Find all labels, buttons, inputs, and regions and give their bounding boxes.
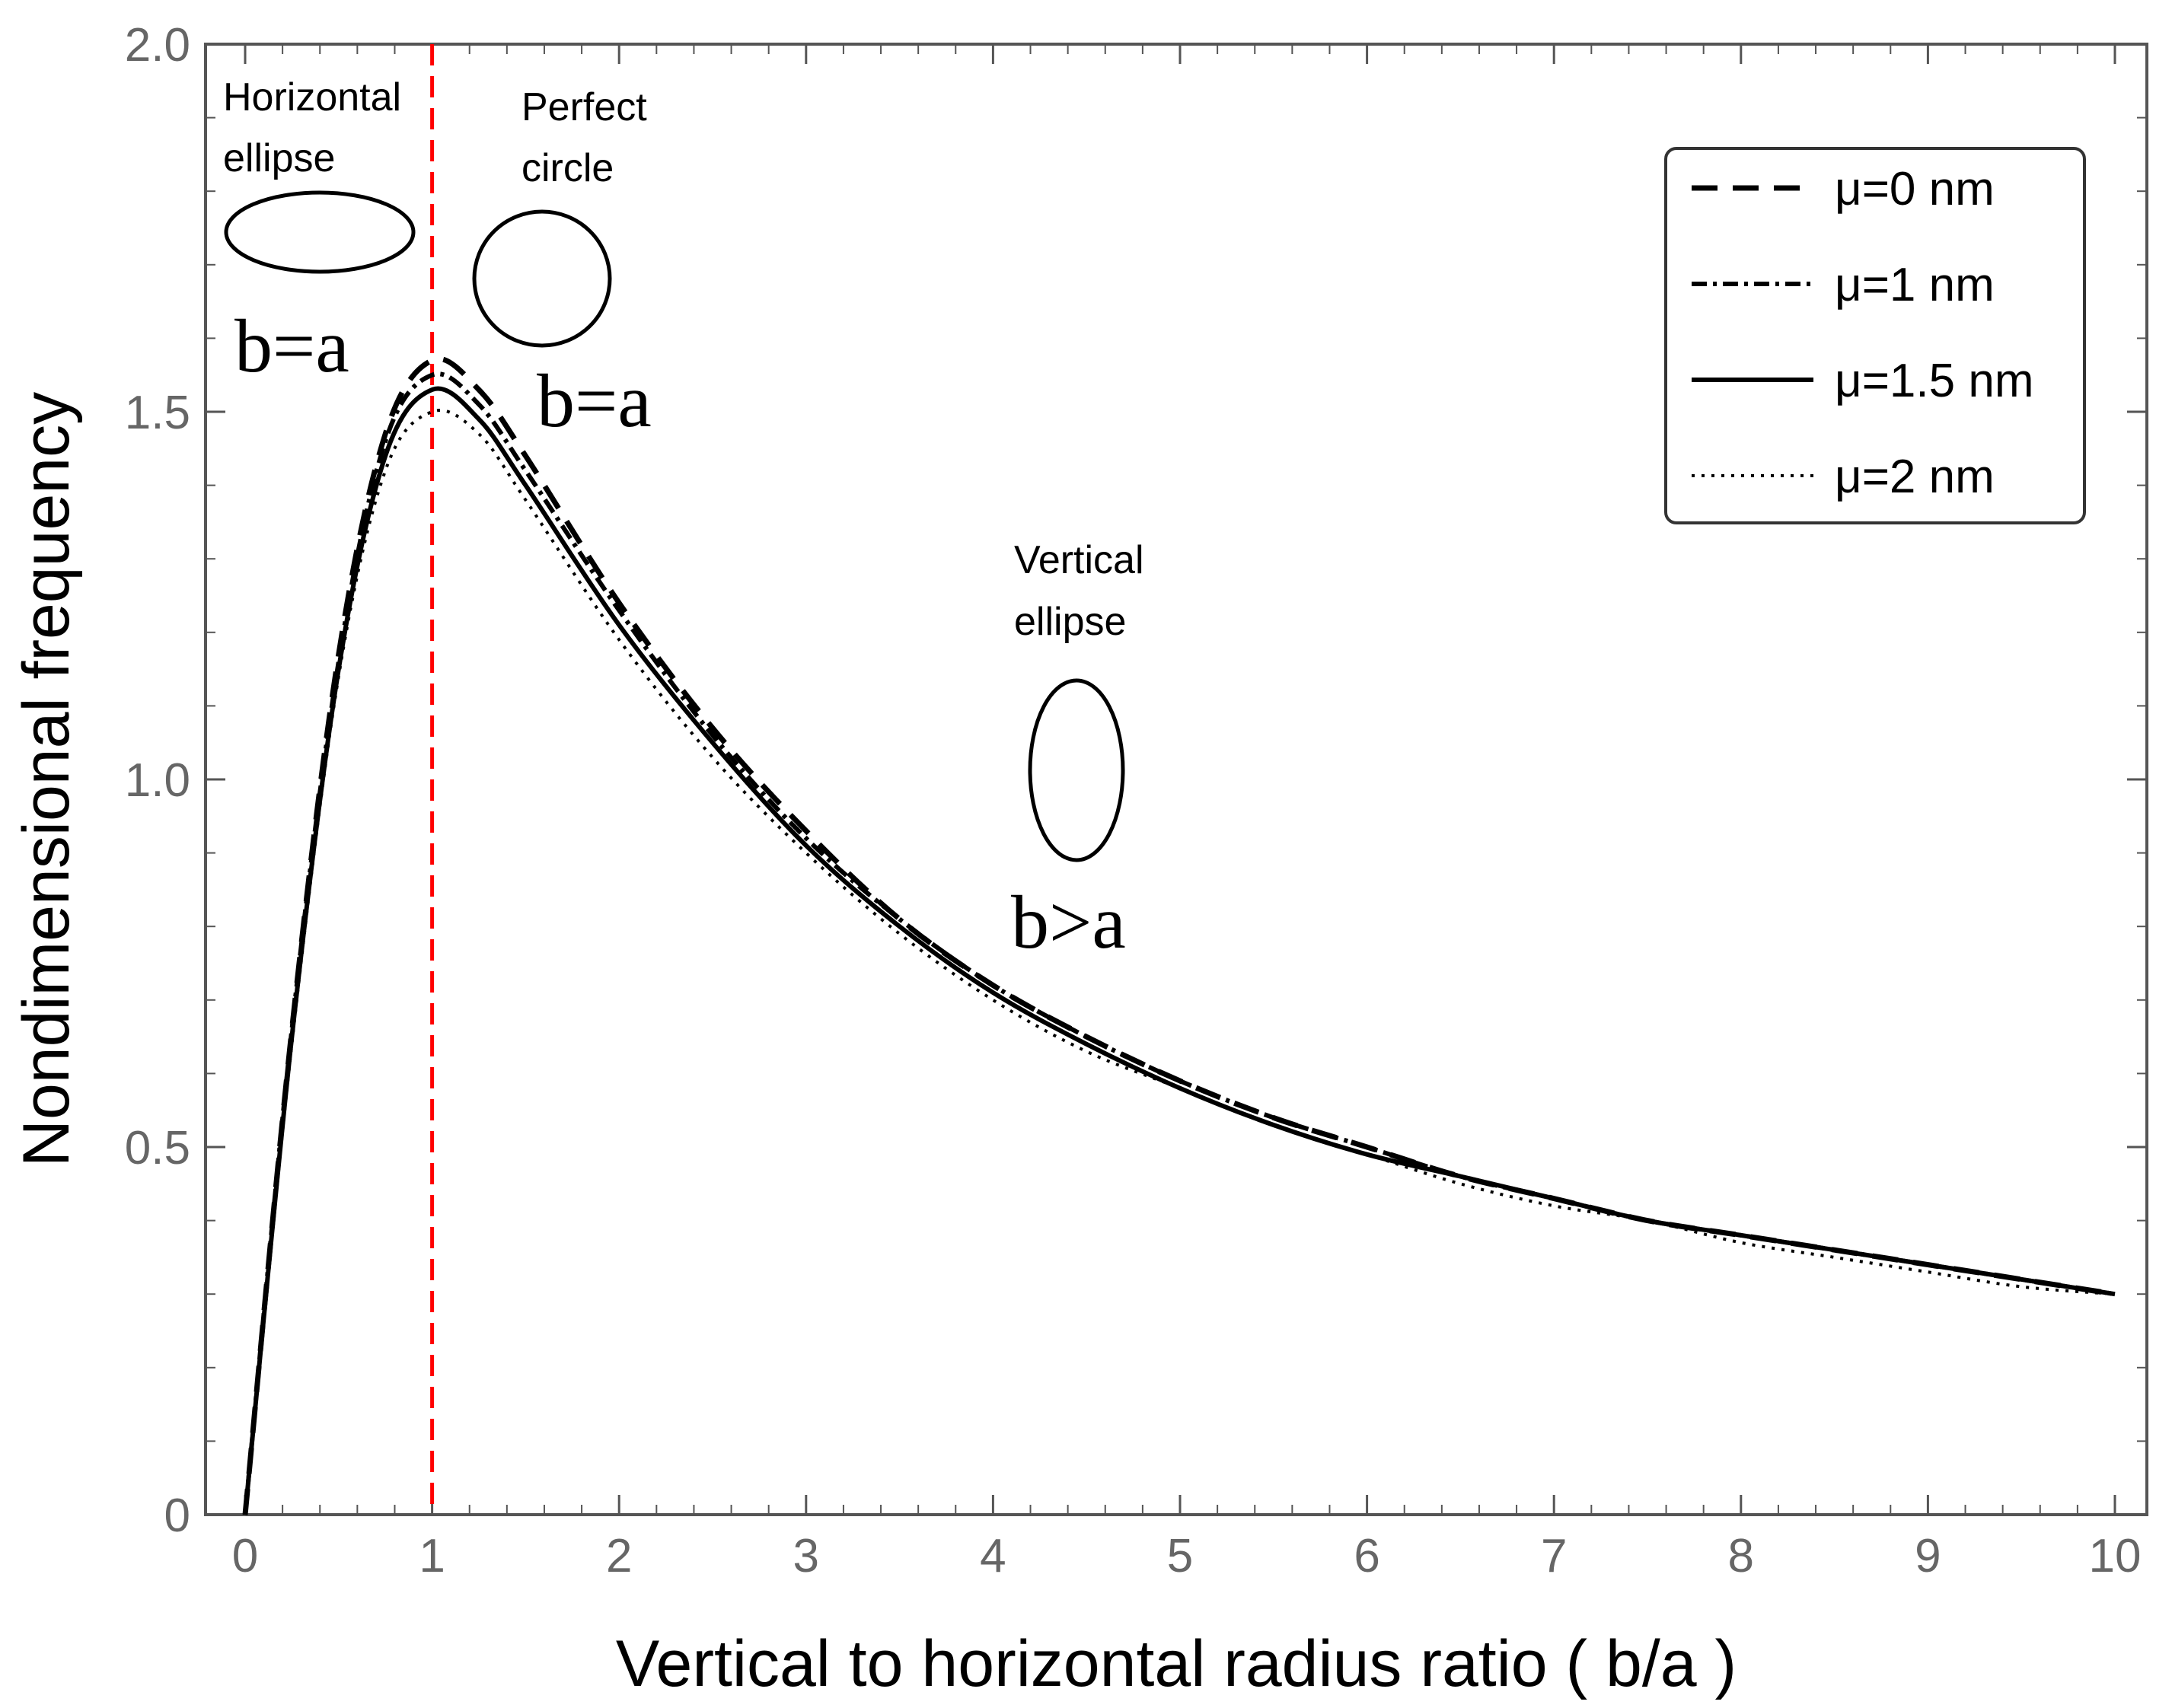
x-tick-label-3: 3	[793, 1530, 819, 1582]
x-axis-title: Vertical to horizontal radius ratio ( b/…	[616, 1627, 1737, 1700]
x-tick-label-1: 1	[419, 1530, 445, 1582]
legend-label-0: μ=0 nm	[1835, 163, 1995, 215]
series-line-dashdot	[243, 371, 2116, 1515]
series-line-dashed	[242, 356, 2116, 1515]
annotation-horizontal-label-line2: ellipse	[223, 136, 335, 180]
y-tick-label-4: 2.0	[125, 19, 190, 72]
x-tick-label-9: 9	[1915, 1530, 1941, 1582]
annotation-perfect-circle: Perfect circle b=a	[472, 85, 652, 443]
annotation-horizontal-ellipse: Horizontal ellipse b=a	[223, 75, 416, 388]
annotation-horizontal-relation: b=a	[234, 304, 349, 388]
x-tick-label-5: 5	[1167, 1530, 1193, 1582]
legend-box	[1664, 147, 2086, 524]
legend: μ=0 nm μ=1 nm μ=1.5 nm μ=2 nm	[1664, 147, 2086, 524]
x-tick-label-8: 8	[1728, 1530, 1754, 1582]
annotation-circle-label-line1: Perfect	[521, 85, 647, 129]
annotation-circle-relation: b=a	[537, 358, 652, 443]
annotation-vertical-relation: b>a	[1011, 880, 1126, 964]
y-tick-label-1: 0.5	[125, 1122, 190, 1174]
legend-label-2: μ=1.5 nm	[1835, 355, 2033, 407]
annotation-vertical-label-line1: Vertical	[1014, 538, 1144, 582]
x-tick-label-2: 2	[606, 1530, 632, 1582]
annotation-circle-label-line2: circle	[521, 146, 614, 190]
series-line-dotted	[244, 409, 2116, 1515]
x-tick-label-0: 0	[232, 1530, 258, 1582]
y-tick-label-2: 1.0	[125, 754, 190, 807]
x-tick-label-6: 6	[1354, 1530, 1379, 1582]
y-tick-label-0: 0	[164, 1490, 190, 1542]
perfect-circle-shape	[472, 209, 612, 348]
axis-tick-labels: 0 1 2 3 4 5 6 7 8 9 10 0 0.5 1.0 1.5 2.0	[125, 19, 2142, 1582]
annotation-vertical-label-line2: ellipse	[1014, 600, 1126, 644]
series-group	[242, 356, 2116, 1515]
x-tick-label-7: 7	[1541, 1530, 1567, 1582]
legend-label-1: μ=1 nm	[1835, 259, 1995, 311]
legend-label-3: μ=2 nm	[1835, 451, 1995, 503]
x-tick-label-10: 10	[2089, 1530, 2142, 1582]
y-axis-title: Nondimensional frequency	[10, 392, 83, 1167]
y-tick-label-3: 1.5	[125, 387, 190, 439]
vertical-ellipse-shape	[1028, 678, 1125, 862]
annotation-vertical-ellipse: Vertical ellipse b>a	[1011, 538, 1144, 964]
annotation-horizontal-label-line1: Horizontal	[223, 75, 401, 119]
horizontal-ellipse-shape	[224, 190, 416, 274]
series-line-solid	[243, 386, 2116, 1515]
x-tick-label-4: 4	[980, 1530, 1006, 1582]
